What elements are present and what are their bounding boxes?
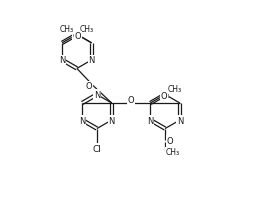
Text: N: N — [79, 116, 85, 125]
Text: N: N — [108, 116, 115, 125]
Text: CH₃: CH₃ — [168, 85, 182, 94]
Text: O: O — [128, 96, 134, 105]
Text: N: N — [177, 116, 183, 125]
Text: O: O — [86, 82, 92, 91]
Text: N: N — [162, 91, 168, 100]
Text: O: O — [166, 136, 173, 145]
Text: N: N — [74, 31, 80, 40]
Text: O: O — [161, 92, 168, 101]
Text: N: N — [147, 116, 154, 125]
Text: O: O — [73, 32, 79, 41]
Text: CH₃: CH₃ — [80, 25, 94, 34]
Text: N: N — [89, 56, 95, 65]
Text: N: N — [94, 91, 100, 100]
Text: N: N — [59, 56, 65, 65]
Text: O: O — [74, 32, 81, 41]
Text: CH₃: CH₃ — [60, 25, 74, 34]
Text: CH₃: CH₃ — [166, 147, 180, 156]
Text: Cl: Cl — [92, 144, 101, 153]
